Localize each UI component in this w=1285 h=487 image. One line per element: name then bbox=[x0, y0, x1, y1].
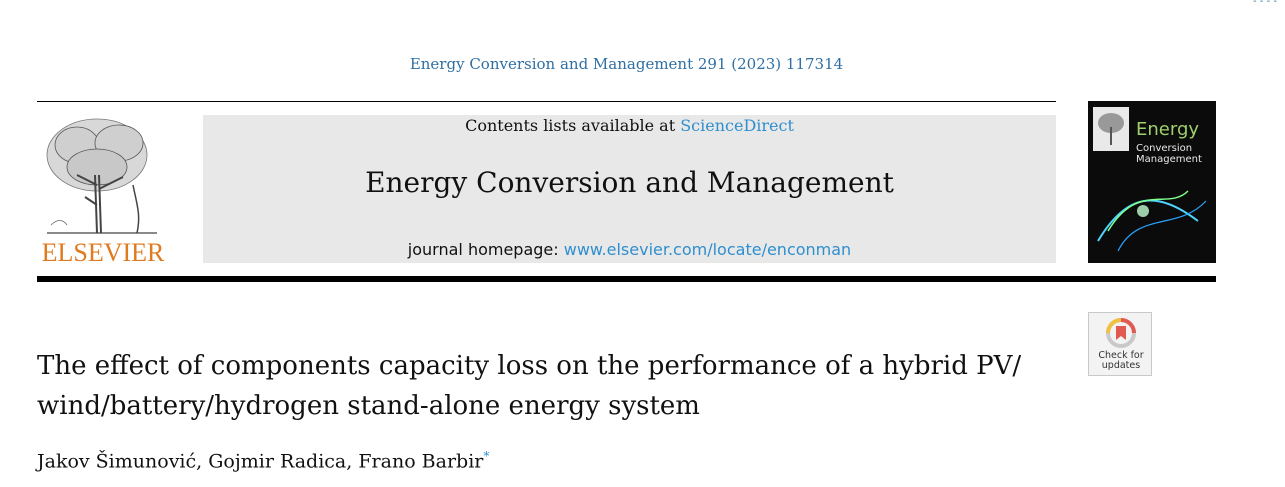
author-name[interactable]: Gojmir Radica bbox=[208, 450, 347, 473]
journal-citation[interactable]: Energy Conversion and Management 291 (20… bbox=[409, 55, 844, 73]
author-separator: , bbox=[196, 450, 209, 473]
homepage-link[interactable]: www.elsevier.com/locate/enconman bbox=[563, 240, 852, 259]
journal-homepage-line: journal homepage: www.elsevier.com/locat… bbox=[203, 240, 1056, 259]
cover-title: Energy bbox=[1136, 119, 1200, 140]
homepage-prefix: journal homepage: bbox=[407, 240, 564, 259]
article-title: The effect of components capacity loss o… bbox=[37, 346, 1077, 426]
check-for-updates-icon bbox=[1106, 318, 1136, 348]
journal-banner bbox=[203, 115, 1056, 263]
sciencedirect-link[interactable]: ScienceDirect bbox=[680, 116, 794, 135]
cover-subtitle-line1: Conversion bbox=[1136, 143, 1193, 154]
journal-title: Energy Conversion and Management bbox=[365, 166, 894, 199]
author-list: Jakov Šimunović, Gojmir Radica, Frano Ba… bbox=[37, 449, 489, 472]
cover-elsevier-mini-icon bbox=[1093, 107, 1129, 151]
check-line1: Check for bbox=[1098, 350, 1144, 361]
top-divider bbox=[37, 101, 1056, 102]
check-for-updates-button[interactable]: Check for updates bbox=[1088, 312, 1152, 376]
elsevier-wordmark: ELSEVIER bbox=[41, 238, 165, 267]
author-name[interactable]: Jakov Šimunović bbox=[37, 450, 197, 473]
check-line2: updates bbox=[1101, 360, 1141, 371]
header-thick-divider bbox=[37, 276, 1216, 282]
journal-cover-image-icon bbox=[1097, 190, 1207, 252]
author-separator: , bbox=[346, 450, 359, 473]
cover-subtitle: Conversion Management bbox=[1136, 143, 1202, 165]
elsevier-tree-logo[interactable] bbox=[37, 115, 169, 263]
article-title-line2: wind/battery/hydrogen stand-alone energy… bbox=[37, 391, 700, 421]
cover-subtitle-line2: Management bbox=[1136, 154, 1202, 165]
contents-prefix: Contents lists available at bbox=[465, 116, 681, 135]
check-for-updates-text: Check for updates bbox=[1089, 351, 1153, 371]
corner-link[interactable]: - - - - bbox=[1253, 0, 1277, 7]
corresponding-author-mark[interactable]: * bbox=[483, 449, 490, 463]
journal-cover[interactable]: Energy Conversion Management bbox=[1088, 101, 1216, 263]
article-title-line1: The effect of components capacity loss o… bbox=[37, 351, 1022, 381]
author-name[interactable]: Frano Barbir bbox=[358, 450, 484, 473]
contents-line: Contents lists available at ScienceDirec… bbox=[203, 116, 1056, 135]
